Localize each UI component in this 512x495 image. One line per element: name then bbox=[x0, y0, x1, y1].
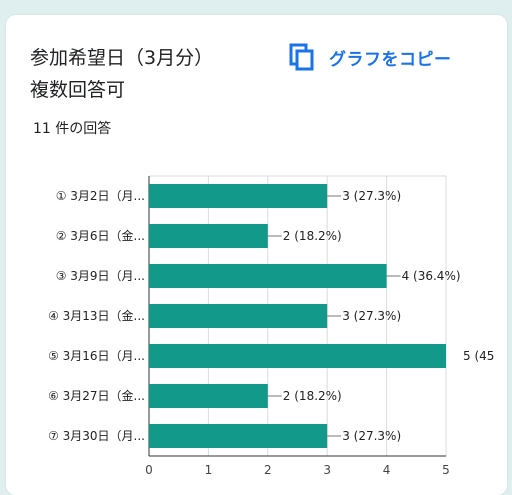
x-tick-label: 4 bbox=[383, 463, 391, 477]
category-label: ④ 3月13日（金... bbox=[48, 308, 145, 323]
category-label: ① 3月2日（月... bbox=[56, 189, 145, 203]
copy-chart-label: グラフをコピー bbox=[329, 49, 452, 70]
x-tick-label: 0 bbox=[145, 463, 153, 477]
category-label: ⑤ 3月16日（月... bbox=[48, 349, 145, 363]
data-label: 3 (27.3%) bbox=[342, 429, 401, 443]
data-label: 2 (18.2%) bbox=[283, 389, 342, 403]
data-label: 3 (27.3%) bbox=[342, 309, 401, 323]
x-tick-label: 3 bbox=[323, 463, 331, 477]
category-label: ⑦ 3月30日（月... bbox=[48, 429, 145, 443]
bar bbox=[149, 264, 387, 288]
data-label: 3 (27.3%) bbox=[342, 189, 401, 203]
question-title: 参加希望日（3月分） 複数回答可 bbox=[30, 42, 213, 106]
copy-chart-button[interactable]: グラフをコピー bbox=[289, 40, 452, 74]
x-tick-label: 5 bbox=[442, 463, 450, 477]
data-label: 2 (18.2%) bbox=[283, 229, 342, 243]
category-label: ③ 3月9日（月... bbox=[56, 269, 145, 283]
category-label: ② 3月6日（金... bbox=[56, 228, 145, 243]
x-tick-label: 2 bbox=[264, 463, 272, 477]
data-label: 4 (36.4%) bbox=[402, 269, 461, 283]
response-count: 11 件の回答 bbox=[33, 121, 112, 137]
bar bbox=[149, 304, 328, 328]
chart-card bbox=[6, 15, 507, 495]
bar bbox=[149, 384, 268, 408]
category-label: ⑥ 3月27日（金... bbox=[48, 388, 145, 403]
bar bbox=[149, 424, 328, 448]
title-line-2: 複数回答可 bbox=[30, 79, 126, 101]
data-label: 5 (45 bbox=[463, 349, 494, 363]
bar bbox=[149, 344, 446, 368]
x-tick-label: 1 bbox=[205, 463, 213, 477]
copy-icon bbox=[289, 43, 314, 71]
title-line-1: 参加希望日（3月分） bbox=[30, 47, 214, 69]
bar-chart: 0 1 2 3 4 5 ① 3月2日（月... 3 (27.3%) ② 3月6日（金... 2 (… bbox=[48, 175, 494, 477]
bar bbox=[149, 224, 268, 248]
bar bbox=[149, 184, 328, 208]
